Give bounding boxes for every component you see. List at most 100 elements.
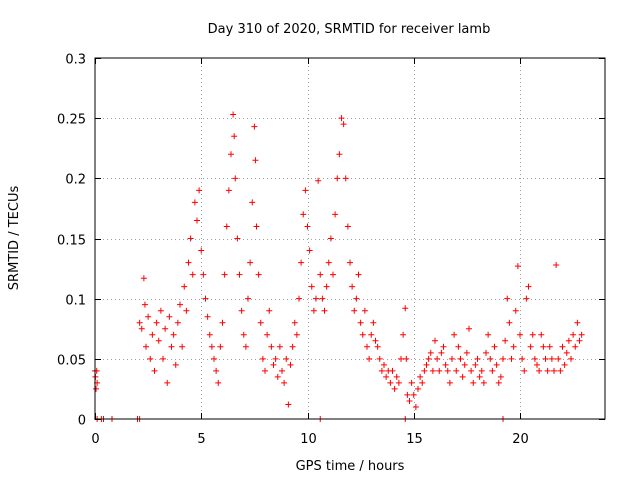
data-point — [557, 367, 564, 374]
data-point — [327, 235, 334, 242]
y-axis-label: SRMTID / TECUs — [7, 186, 22, 291]
data-point — [140, 275, 147, 282]
data-point — [330, 271, 336, 278]
x-tick-label: 15 — [406, 432, 423, 447]
data-point — [138, 325, 145, 332]
data-point — [179, 343, 186, 350]
data-point — [497, 373, 504, 380]
data-point — [359, 331, 366, 338]
data-point — [491, 343, 498, 350]
data-point — [534, 361, 540, 368]
x-tick-label: 10 — [300, 432, 317, 447]
data-point — [174, 319, 181, 326]
data-point — [364, 343, 370, 350]
data-point — [219, 319, 226, 326]
data-point — [279, 367, 285, 374]
data-point — [285, 401, 292, 408]
data-point — [463, 349, 470, 356]
y-tick-label: 0.25 — [57, 113, 86, 128]
data-point — [406, 397, 413, 404]
data-point — [177, 301, 183, 308]
data-point — [257, 319, 264, 326]
data-point — [559, 343, 566, 350]
data-point — [238, 307, 245, 314]
data-point — [408, 379, 415, 386]
data-point — [383, 373, 390, 380]
data-point — [544, 367, 551, 374]
y-tick-label: 0.15 — [57, 234, 86, 249]
data-point — [387, 379, 394, 386]
data-point — [293, 331, 300, 338]
y-tick-label: 0.05 — [57, 354, 86, 369]
data-point — [170, 331, 177, 338]
data-point — [353, 295, 360, 302]
data-point — [523, 295, 530, 302]
data-point — [517, 331, 523, 338]
x-tick-label: 20 — [512, 432, 529, 447]
data-point — [313, 295, 319, 302]
data-point — [298, 259, 305, 266]
data-point — [319, 295, 326, 302]
data-point — [270, 361, 277, 368]
data-point — [149, 331, 156, 338]
data-point — [340, 121, 347, 128]
data-point — [361, 307, 368, 314]
data-point — [444, 367, 451, 374]
data-point — [376, 355, 383, 362]
data-point — [500, 355, 506, 362]
data-point — [381, 361, 387, 368]
data-point — [478, 367, 485, 374]
data-point — [536, 367, 543, 374]
data-point — [485, 331, 492, 338]
data-point — [145, 313, 152, 320]
data-point — [252, 157, 259, 164]
data-point — [347, 259, 353, 266]
data-point — [338, 115, 345, 122]
data-point — [308, 283, 315, 290]
data-point — [164, 379, 171, 386]
data-point — [432, 337, 438, 344]
data-point — [272, 355, 279, 362]
data-point — [228, 151, 234, 158]
data-point — [502, 337, 509, 344]
data-point — [242, 343, 249, 350]
data-point — [546, 343, 553, 350]
data-point — [474, 355, 481, 362]
data-point — [259, 355, 266, 362]
data-point — [495, 379, 502, 386]
data-point — [393, 373, 400, 380]
data-point — [366, 355, 373, 362]
data-point — [191, 199, 198, 206]
data-points — [92, 111, 585, 422]
data-point — [438, 349, 445, 356]
data-point — [370, 319, 377, 326]
data-point — [521, 367, 528, 374]
data-point — [351, 307, 358, 314]
data-point — [141, 301, 148, 308]
data-point — [466, 325, 472, 332]
data-point — [400, 331, 407, 338]
data-point — [336, 151, 343, 158]
data-point — [296, 295, 302, 302]
data-point — [247, 259, 254, 266]
data-point — [160, 355, 166, 362]
data-point — [561, 361, 568, 368]
data-point — [506, 319, 513, 326]
data-point — [136, 319, 143, 326]
y-tick-label: 0 — [78, 414, 86, 429]
data-point — [455, 343, 462, 350]
data-point — [187, 235, 194, 242]
data-point — [457, 355, 464, 362]
data-point — [300, 211, 307, 218]
data-point — [504, 295, 511, 302]
data-point — [527, 343, 534, 350]
data-point — [483, 349, 489, 356]
data-point — [310, 307, 317, 314]
data-point — [508, 355, 515, 362]
data-point — [403, 355, 410, 362]
data-point — [519, 355, 526, 362]
data-point — [291, 319, 298, 326]
data-point — [542, 355, 549, 362]
data-point — [487, 355, 494, 362]
